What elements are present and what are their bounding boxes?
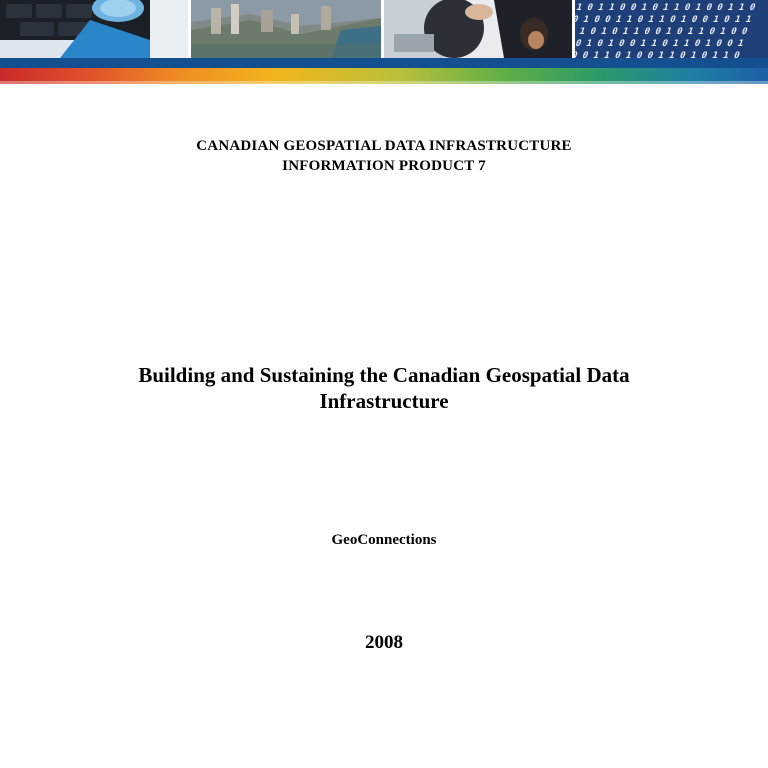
- document-title-line2: Infrastructure: [319, 389, 449, 413]
- svg-text:1 1 0 1 0 1 1 0 0 1 0 1 1 0 1: 1 1 0 1 0 1 1 0 0 1 0 1 1 0 1 0 0: [575, 26, 749, 37]
- svg-text:1 0 0 1 1 0 1 0 0 1 1 0 1 0 1: 1 0 0 1 1 0 1 0 0 1 1 0 1 0 1 1 0: [575, 50, 741, 58]
- author-organization: GeoConnections: [331, 532, 437, 548]
- svg-text:0 1 0 0 1 1 0 1 1 0 1 0 0 1 0: 0 1 0 0 1 1 0 1 1 0 1 0 0 1 0 1 1: [575, 14, 753, 25]
- city-aerial-photo: [191, 0, 381, 58]
- series-header-line2: INFORMATION PRODUCT 7: [282, 158, 486, 174]
- keyboard-globe-photo: [0, 0, 188, 58]
- svg-text:1 0 1 1 0 0 1 0 1 1 0 1 0 0 1: 1 0 1 1 0 0 1 0 1 1 0 1 0 0 1 1 0: [575, 2, 757, 13]
- publication-year: 2008: [365, 632, 403, 653]
- binary-data-photo: 1 0 1 1 0 0 1 0 1 1 0 1 0 0 1 1 0 0 1 0 …: [575, 0, 768, 58]
- svg-text:0 0 1 0 1 0 0 1 1 0 1 1 0 1 0: 0 0 1 0 1 0 0 1 1 0 1 1 0 1 0 0 1: [575, 38, 746, 49]
- color-gradient-band: [0, 68, 768, 84]
- photo-strip: 1 0 1 1 0 0 1 0 1 1 0 1 0 0 1 1 0 0 1 0 …: [0, 0, 768, 58]
- series-header-line1: CANADIAN GEOSPATIAL DATA INFRASTRUCTURE: [196, 138, 572, 154]
- document-title-line1: Building and Sustaining the Canadian Geo…: [138, 363, 630, 387]
- series-header: CANADIAN GEOSPATIAL DATA INFRASTRUCTURE …: [0, 136, 768, 176]
- blue-band: [0, 58, 768, 68]
- cover-banner: 1 0 1 1 0 0 1 0 1 1 0 1 0 0 1 1 0 0 1 0 …: [0, 0, 768, 84]
- document-title: Building and Sustaining the Canadian Geo…: [84, 362, 684, 414]
- handshake-photo: [384, 0, 572, 58]
